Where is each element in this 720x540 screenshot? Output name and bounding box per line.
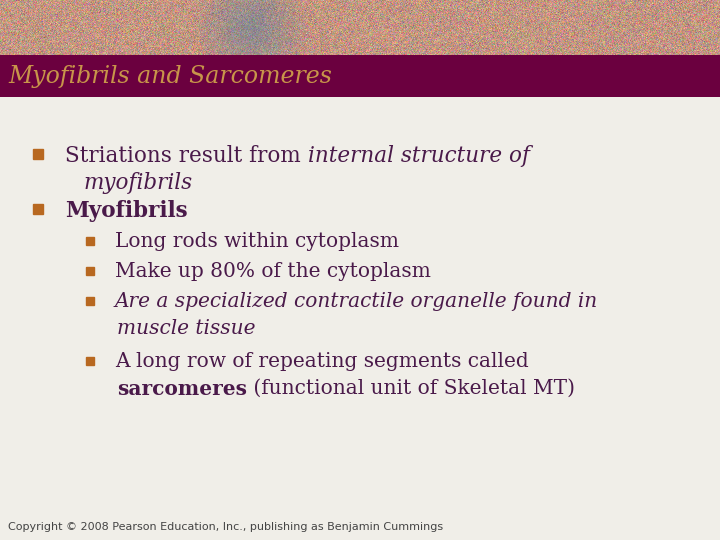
- Bar: [0, 55, 720, 97]
- Text: Striations result from: Striations result from: [65, 145, 307, 167]
- Text: Make up 80% of the cytoplasm: Make up 80% of the cytoplasm: [115, 262, 431, 281]
- Text: Are a specialized contractile organelle found in: Are a specialized contractile organelle …: [115, 292, 598, 311]
- Text: internal structure of: internal structure of: [307, 145, 530, 167]
- Text: muscle tissue: muscle tissue: [117, 319, 256, 338]
- Text: sarcomeres: sarcomeres: [117, 379, 247, 399]
- Text: myofibrils: myofibrils: [83, 172, 192, 194]
- Text: A long row of repeating segments called: A long row of repeating segments called: [115, 352, 528, 371]
- Text: Copyright © 2008 Pearson Education, Inc., publishing as Benjamin Cummings: Copyright © 2008 Pearson Education, Inc.…: [8, 522, 443, 532]
- Text: (functional unit of Skeletal MT): (functional unit of Skeletal MT): [247, 379, 575, 398]
- Text: Myofibrils and Sarcomeres: Myofibrils and Sarcomeres: [8, 64, 332, 87]
- Text: Myofibrils: Myofibrils: [65, 200, 188, 222]
- Text: Long rods within cytoplasm: Long rods within cytoplasm: [115, 232, 399, 251]
